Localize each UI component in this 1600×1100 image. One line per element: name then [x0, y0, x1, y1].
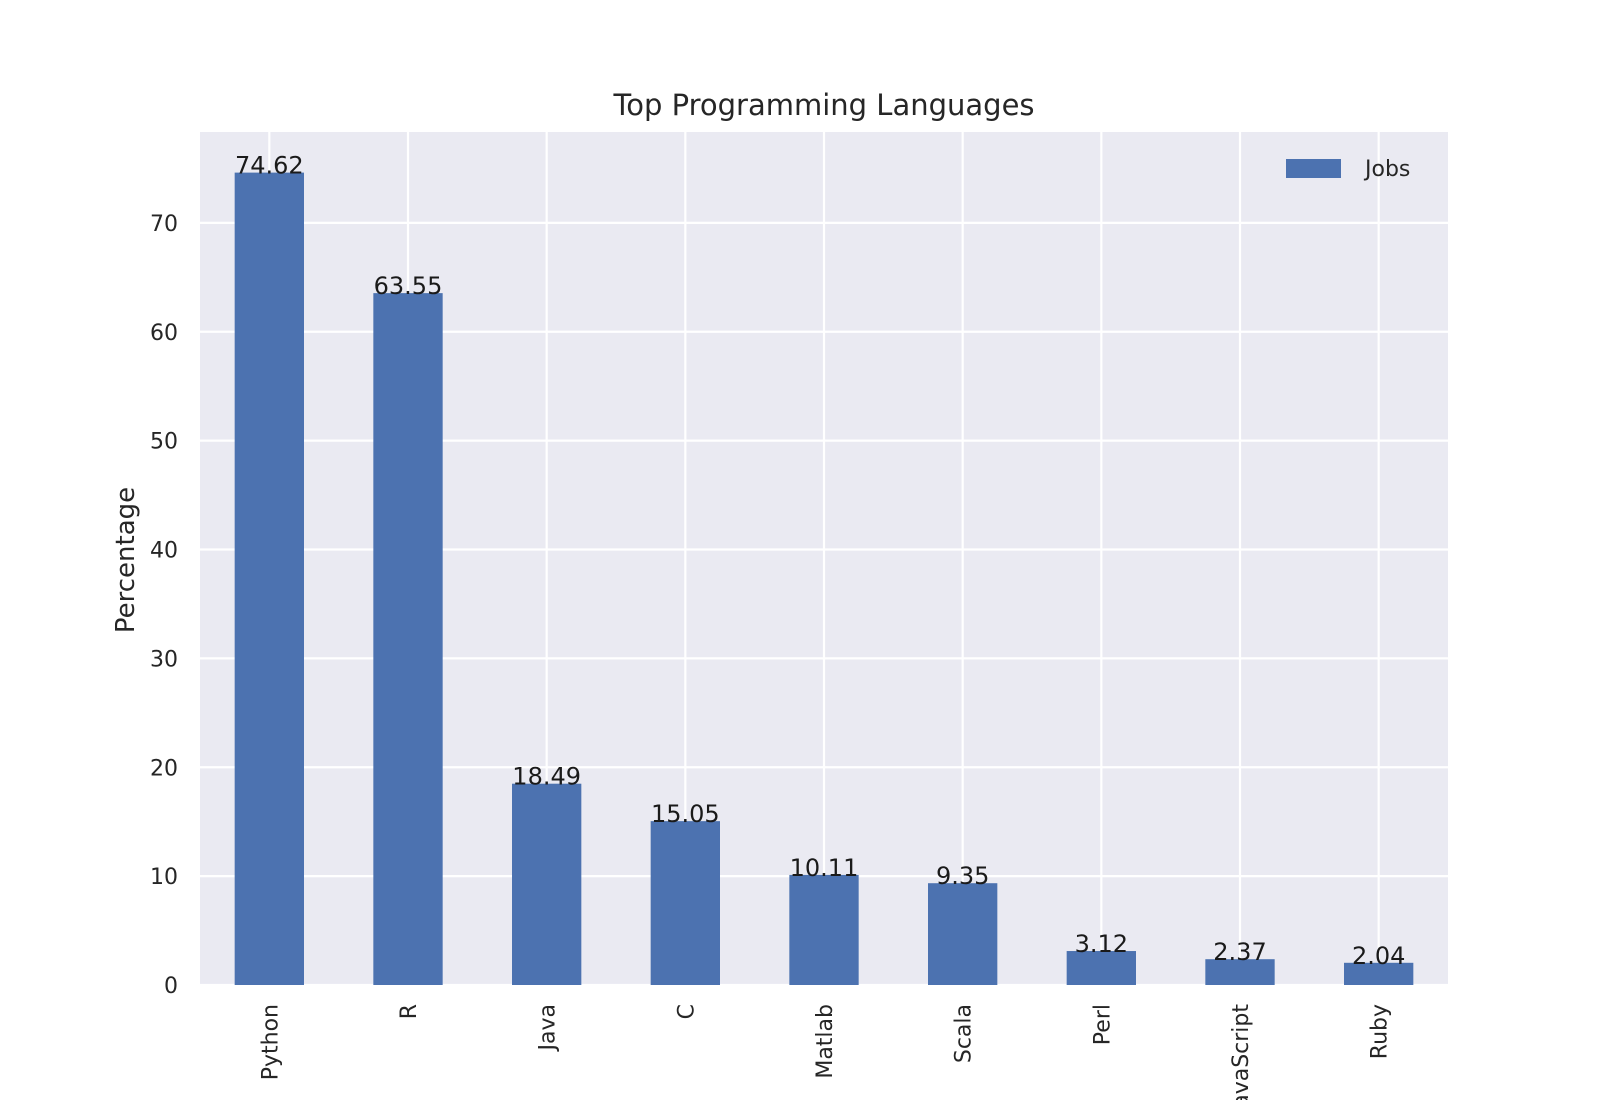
x-tick-label: Perl: [1090, 1004, 1115, 1045]
bar-perl: [1066, 951, 1136, 985]
y-tick-label: 50: [150, 430, 178, 455]
bar-value-label: 2.37: [1213, 938, 1266, 966]
y-tick-label: 40: [150, 539, 178, 564]
x-tick-label: Ruby: [1368, 1004, 1393, 1059]
x-tick-label: R: [397, 1004, 422, 1019]
y-tick-label: 0: [164, 974, 178, 999]
x-tick-label: Scala: [952, 1004, 977, 1063]
x-tick-label: JavaScript: [1229, 1004, 1254, 1100]
legend: Jobs: [1286, 157, 1410, 182]
chart-title: Top Programming Languages: [612, 88, 1034, 122]
bar-scala: [928, 883, 998, 985]
bar-ruby: [1344, 962, 1414, 985]
bar-value-label: 9.35: [936, 862, 989, 890]
bar-value-label: 10.11: [790, 854, 859, 882]
bar-java: [512, 783, 582, 985]
bar-matlab: [789, 874, 859, 985]
y-tick-label: 60: [150, 321, 178, 346]
y-tick-label: 20: [150, 756, 178, 781]
bar-value-label: 2.04: [1352, 942, 1405, 970]
y-tick-label: 70: [150, 212, 178, 237]
x-tick-label: C: [674, 1004, 699, 1019]
bar-python: [234, 172, 304, 985]
x-tick-label: Java: [536, 1004, 561, 1052]
y-axis-ticks: 0 10 20 30 40 50 60 70: [150, 212, 178, 999]
bar-c: [650, 821, 720, 985]
bar-value-label: 3.12: [1075, 930, 1128, 958]
bar-value-label: 15.05: [651, 800, 720, 828]
legend-swatch-jobs: [1286, 159, 1341, 178]
x-tick-label: Matlab: [813, 1004, 838, 1079]
y-axis-label: Percentage: [111, 487, 141, 633]
bar-javascript: [1205, 959, 1275, 985]
y-tick-label: 10: [150, 865, 178, 890]
x-tick-label: Python: [258, 1004, 283, 1080]
legend-label-jobs: Jobs: [1363, 157, 1410, 182]
bar-value-label: 74.62: [235, 152, 304, 180]
x-axis-ticks: Python R Java C Matlab Scala Perl JavaScript Rub…: [258, 1004, 1392, 1100]
bar-value-label: 63.55: [374, 272, 443, 300]
bar-value-label: 18.49: [512, 763, 581, 791]
bar-value-labels: 74.62 63.55 18.49 15.05 10.11 9.35 3.12 2.37 2.0…: [235, 152, 1405, 970]
bars: [234, 172, 1414, 985]
bar-r: [373, 293, 443, 985]
y-tick-label: 30: [150, 647, 178, 672]
